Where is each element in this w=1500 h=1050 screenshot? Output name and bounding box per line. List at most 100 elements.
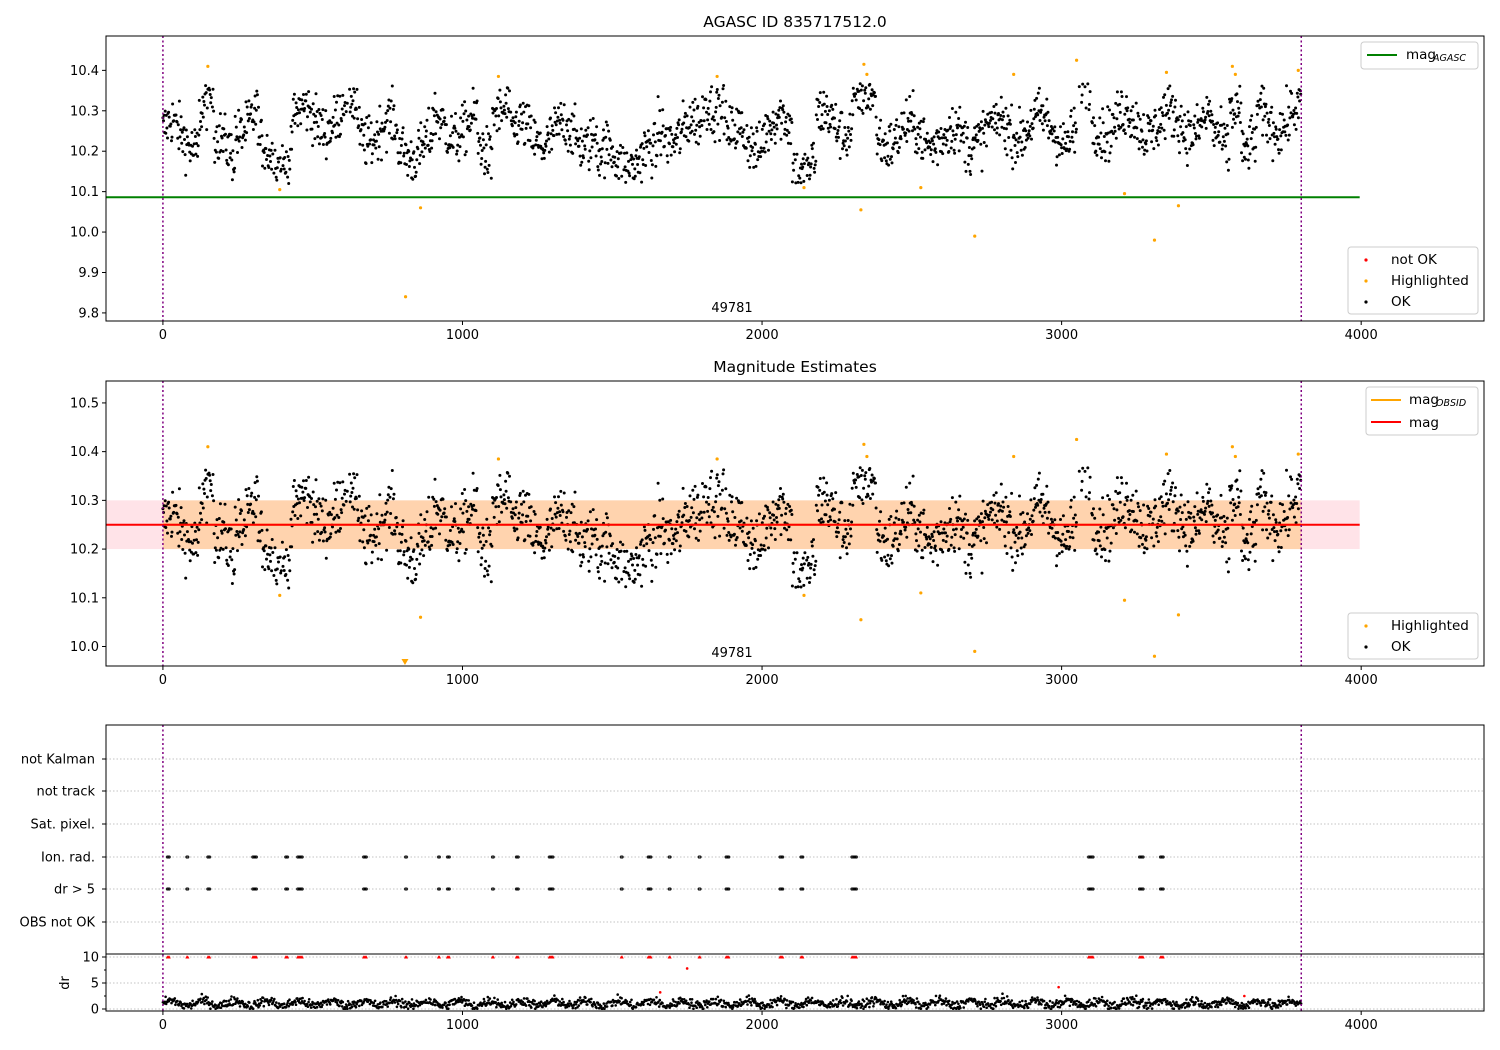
ok-point <box>1053 140 1057 144</box>
ok-point <box>1112 116 1116 120</box>
ok-point <box>1150 536 1154 540</box>
dr-point <box>493 996 496 1000</box>
ok-point <box>165 519 169 523</box>
ok-point <box>979 512 983 516</box>
ok-point <box>1248 517 1251 521</box>
panel-estimates-legend-lines[interactable]: mag OBSID mag <box>1365 386 1479 436</box>
ok-point <box>223 502 227 506</box>
ok-point <box>296 124 300 128</box>
ok-point <box>982 131 986 135</box>
ok-point <box>288 167 292 171</box>
ok-point <box>579 520 583 524</box>
ok-point <box>545 139 548 143</box>
ok-point <box>569 511 573 515</box>
ok-point <box>312 121 316 124</box>
ok-point <box>633 568 637 572</box>
ok-point <box>273 148 277 152</box>
ok-point <box>894 123 898 127</box>
ok-point <box>279 569 283 573</box>
dr-point <box>412 1007 415 1010</box>
ok-point <box>533 152 537 156</box>
ok-point <box>419 513 423 517</box>
ok-point <box>294 101 298 105</box>
ok-point <box>1229 501 1233 505</box>
ok-point <box>1018 530 1022 534</box>
ok-point <box>1140 129 1144 133</box>
ok-point <box>902 501 906 505</box>
ok-point <box>176 123 180 127</box>
ok-point <box>611 542 615 546</box>
ok-point <box>258 530 262 534</box>
ok-point <box>292 92 296 96</box>
ok-point <box>1092 538 1096 542</box>
panel-agasc-legend-lines[interactable]: mag AGASC <box>1360 41 1479 70</box>
ok-point <box>328 535 332 539</box>
ok-point <box>636 563 640 567</box>
ok-point <box>849 534 853 538</box>
ok-point <box>1195 491 1199 495</box>
panel-estimates-legend-points[interactable]: Highlighted OK <box>1347 612 1479 660</box>
ok-point <box>432 497 436 501</box>
ok-point <box>516 140 520 144</box>
panel-agasc-legend-points[interactable]: not OK Highlighted OK <box>1347 246 1479 315</box>
ok-point <box>587 559 591 563</box>
ok-point <box>1207 114 1211 118</box>
ok-point <box>687 535 691 539</box>
ok-point <box>681 486 685 490</box>
ok-point <box>457 559 461 563</box>
ok-point <box>791 561 795 565</box>
ok-point <box>787 525 791 529</box>
dr-point <box>655 996 658 999</box>
ok-point <box>265 133 269 137</box>
ok-point <box>293 514 297 517</box>
ok-point <box>745 124 749 127</box>
ok-point <box>598 545 602 549</box>
dr-point <box>200 992 204 996</box>
ok-point <box>556 506 560 510</box>
ok-point <box>782 110 786 114</box>
ok-point <box>418 153 422 157</box>
ok-point <box>1278 112 1282 115</box>
ok-point <box>469 513 473 517</box>
dr-point <box>372 1001 376 1005</box>
ok-point <box>1142 152 1146 156</box>
dr-point <box>524 1004 528 1007</box>
ok-point <box>684 529 688 533</box>
ok-point <box>808 177 811 181</box>
ok-point <box>1126 495 1130 499</box>
ok-point <box>706 118 710 122</box>
ok-point <box>658 139 662 143</box>
ok-point <box>604 512 608 516</box>
ok-point <box>411 177 415 181</box>
ok-point <box>642 544 646 548</box>
ok-point <box>1171 481 1175 485</box>
ok-point <box>380 121 384 125</box>
dr-point <box>553 994 556 997</box>
ok-point <box>422 155 426 159</box>
ok-point <box>900 111 904 115</box>
ok-point <box>1239 101 1243 105</box>
ok-point <box>398 137 402 140</box>
ok-point <box>761 149 765 153</box>
dr-point <box>458 1000 462 1003</box>
ok-point <box>438 508 442 512</box>
ok-point <box>521 121 525 125</box>
ok-point <box>402 550 406 554</box>
ok-point <box>284 573 288 576</box>
ok-point <box>237 108 241 112</box>
ok-point <box>904 525 908 529</box>
ok-point <box>246 112 250 116</box>
ok-point <box>314 92 318 96</box>
ok-point <box>762 146 766 150</box>
ok-point <box>1010 491 1014 495</box>
ok-point <box>1241 526 1245 530</box>
ok-point <box>1093 124 1097 128</box>
ok-point <box>1019 512 1023 516</box>
ok-point <box>1220 147 1224 151</box>
ok-point <box>1093 516 1097 520</box>
ok-point <box>854 98 858 102</box>
ok-point <box>337 123 341 127</box>
ok-point <box>692 108 696 112</box>
highlighted-point <box>1074 437 1079 442</box>
ok-point <box>901 127 905 131</box>
